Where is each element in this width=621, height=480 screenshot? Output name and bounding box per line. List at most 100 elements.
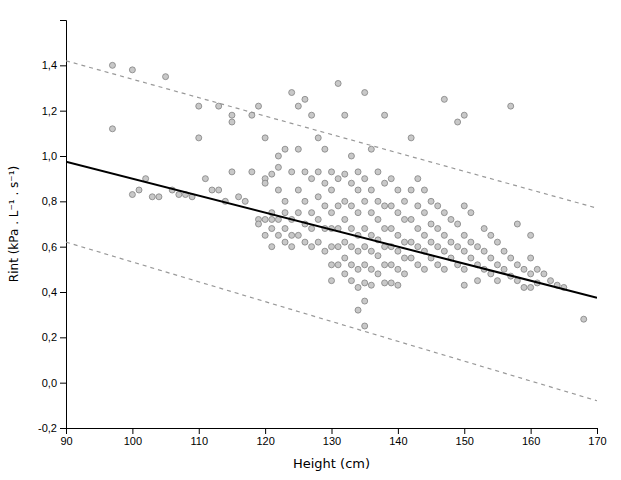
point — [362, 323, 368, 329]
point — [335, 244, 341, 250]
point — [402, 198, 408, 204]
x-tick: 90 — [60, 428, 72, 447]
point — [289, 169, 295, 175]
y-tick-label: 0,6 — [42, 241, 57, 253]
y-tick: 1,2 — [42, 105, 66, 117]
point — [408, 216, 414, 222]
point — [428, 221, 434, 227]
y-tick: 1,0 — [42, 150, 66, 162]
point — [335, 262, 341, 268]
point — [275, 164, 281, 170]
point — [348, 153, 354, 159]
point — [382, 226, 388, 232]
point — [176, 192, 182, 198]
x-tick-label: 110 — [190, 435, 208, 447]
point — [421, 266, 427, 272]
point — [408, 187, 414, 193]
point — [415, 176, 421, 182]
point — [348, 180, 354, 186]
point — [355, 169, 361, 175]
x-tick-label: 100 — [124, 435, 142, 447]
x-tick: 150 — [456, 428, 474, 447]
point — [368, 248, 374, 254]
point — [355, 187, 361, 193]
y-tick-label: -0,2 — [38, 422, 57, 434]
point — [342, 171, 348, 177]
point — [269, 244, 275, 250]
point — [435, 244, 441, 250]
x-tick: 140 — [389, 428, 407, 447]
point — [421, 210, 427, 216]
point — [269, 226, 275, 232]
y-axis-line — [60, 21, 67, 429]
point — [362, 198, 368, 204]
points — [109, 62, 586, 329]
point — [342, 112, 348, 118]
x-tick-mark — [132, 428, 133, 434]
y-tick: -0,2 — [38, 422, 66, 434]
point — [362, 244, 368, 250]
point — [501, 266, 507, 272]
x-tick-label: 140 — [389, 435, 407, 447]
point — [329, 187, 335, 193]
point — [375, 198, 381, 204]
point — [342, 239, 348, 245]
y-tick-label: 0,8 — [42, 195, 57, 207]
point — [329, 169, 335, 175]
point — [149, 194, 155, 200]
point — [216, 187, 222, 193]
point — [302, 198, 308, 204]
y-tick-label: 1,2 — [42, 105, 57, 117]
point — [156, 194, 162, 200]
point — [494, 262, 500, 268]
point — [362, 280, 368, 286]
y-tick-mark — [60, 337, 66, 338]
point — [395, 248, 401, 254]
point — [421, 187, 427, 193]
point — [348, 262, 354, 268]
point — [355, 210, 361, 216]
point — [196, 103, 202, 109]
x-tick-label: 120 — [256, 435, 274, 447]
point — [309, 244, 315, 250]
point — [488, 232, 494, 238]
point — [415, 203, 421, 209]
point — [461, 282, 467, 288]
point — [289, 244, 295, 250]
point — [269, 171, 275, 177]
point — [375, 169, 381, 175]
x-tick: 120 — [256, 428, 274, 447]
point — [262, 216, 268, 222]
x-tick-mark — [398, 428, 399, 434]
point — [255, 103, 261, 109]
point — [136, 187, 142, 193]
point — [335, 203, 341, 209]
x-tick-mark — [332, 428, 333, 434]
y-tick-label: 1,0 — [42, 150, 57, 162]
point — [216, 103, 222, 109]
point — [355, 248, 361, 254]
point — [388, 176, 394, 182]
point — [202, 176, 208, 182]
point — [395, 266, 401, 272]
x-tick-mark — [597, 428, 598, 434]
point — [236, 194, 242, 200]
point — [315, 194, 321, 200]
point — [255, 221, 261, 227]
regression-line — [66, 162, 597, 298]
point — [309, 112, 315, 118]
point — [514, 262, 520, 268]
point — [329, 244, 335, 250]
x-axis-title: Height (cm) — [293, 456, 370, 471]
point — [468, 210, 474, 216]
x-axis: 90100110120130140150160170 — [60, 428, 606, 447]
point — [428, 198, 434, 204]
point — [362, 262, 368, 268]
point — [355, 307, 361, 313]
point — [249, 112, 255, 118]
x-tick-mark — [531, 428, 532, 434]
point — [348, 203, 354, 209]
point — [275, 232, 281, 238]
point — [428, 239, 434, 245]
point — [315, 135, 321, 141]
